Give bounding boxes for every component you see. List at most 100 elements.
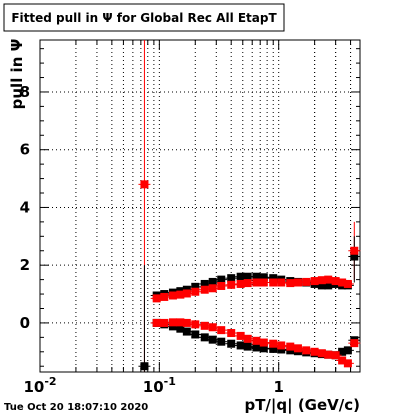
y-axis-title: pull in Ψ (8, 39, 26, 110)
data-point (350, 252, 359, 261)
data-point (252, 336, 261, 345)
data-point (208, 277, 217, 286)
data-point (182, 289, 191, 298)
data-point (227, 274, 236, 283)
tick-labels: 0 2 4 6 8 10-2 10-1 1 (20, 83, 284, 396)
data-point (338, 356, 347, 365)
data-point (331, 351, 340, 360)
data-point (152, 294, 161, 303)
data-point (269, 344, 278, 353)
data-point (252, 343, 261, 352)
data-point (343, 359, 352, 368)
data-point (243, 279, 252, 288)
y-tick-label: 6 (20, 141, 30, 159)
data-point (243, 272, 252, 281)
data-point (277, 345, 286, 354)
data-point (310, 347, 319, 356)
data-point (259, 338, 268, 347)
data-point (259, 273, 268, 282)
data-point (236, 341, 245, 350)
data-point (269, 339, 278, 348)
data-point (176, 290, 185, 299)
plot-frame (39, 39, 361, 373)
data-point (302, 346, 311, 355)
data-point (160, 318, 169, 327)
x-tick-label: 10-2 (23, 375, 56, 396)
data-point (182, 318, 191, 327)
chart-title: Fitted pull in Ψ for Global Rec All Etap… (11, 11, 277, 25)
data-point (200, 333, 209, 342)
data-point (324, 281, 333, 290)
data-point (302, 277, 311, 286)
data-point (168, 318, 177, 327)
data-point (259, 344, 268, 353)
data-point (293, 344, 302, 353)
title-box (3, 3, 285, 32)
data-point (317, 349, 326, 358)
data-point (160, 292, 169, 301)
data-point (324, 350, 333, 359)
data-point (236, 279, 245, 288)
data-point (182, 327, 191, 336)
data-point (152, 318, 161, 327)
data-point (227, 339, 236, 348)
data-point (208, 323, 217, 332)
data-point (252, 278, 261, 287)
x-axis-title: pT/|q| (GeV/c) (244, 396, 360, 414)
data-point (310, 277, 319, 286)
data-markers (138, 180, 361, 371)
grid-lines (40, 40, 360, 372)
y-tick-label: 2 (20, 256, 30, 274)
x-tick-label: 1 (273, 378, 283, 396)
data-point (293, 278, 302, 287)
data-point (200, 321, 209, 330)
data-point (208, 335, 217, 344)
data-point (269, 274, 278, 283)
footer-timestamp: Tue Oct 20 18:07:10 2020 (4, 402, 148, 413)
data-point (140, 180, 149, 189)
data-point (269, 278, 278, 287)
data-point (331, 277, 340, 286)
data-point (191, 330, 200, 339)
data-point (277, 278, 286, 287)
y-tick-label: 4 (20, 198, 30, 216)
data-point (343, 346, 352, 355)
data-point (317, 281, 326, 290)
data-point (227, 329, 236, 338)
data-point (236, 331, 245, 340)
data-point (277, 341, 286, 350)
data-point (236, 272, 245, 281)
data-point (350, 246, 359, 255)
data-point (243, 342, 252, 351)
data-point (252, 272, 261, 281)
data-point (338, 347, 347, 356)
data-point (200, 279, 209, 288)
data-point (343, 279, 352, 288)
data-point (286, 342, 295, 351)
data-point (191, 320, 200, 329)
y-tick-label: 8 (20, 83, 30, 101)
data-point (140, 362, 149, 371)
data-point (324, 275, 333, 284)
data-point (217, 281, 226, 290)
data-point (350, 339, 359, 348)
data-point (243, 334, 252, 343)
data-point (176, 324, 185, 333)
data-point (317, 276, 326, 285)
data-point (168, 291, 177, 300)
data-point (191, 282, 200, 291)
data-point (286, 279, 295, 288)
x-tick-label: 10-1 (143, 375, 176, 396)
axis-ticks (39, 40, 360, 372)
data-point (338, 278, 347, 287)
data-point (168, 322, 177, 331)
data-point (259, 278, 268, 287)
data-point (217, 326, 226, 335)
y-tick-label: 0 (20, 314, 30, 332)
data-point (217, 275, 226, 284)
data-point (176, 318, 185, 327)
data-point (208, 284, 217, 293)
data-point (217, 337, 226, 346)
data-point (227, 280, 236, 289)
